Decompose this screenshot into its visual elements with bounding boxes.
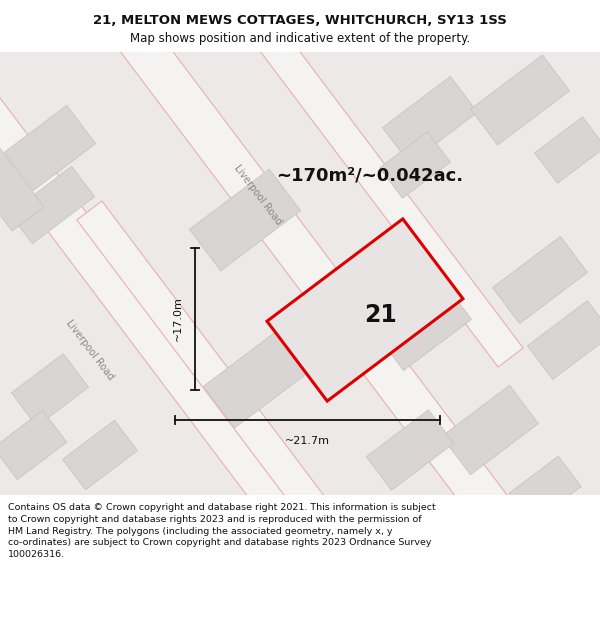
Polygon shape	[383, 76, 478, 164]
Polygon shape	[203, 332, 307, 428]
Polygon shape	[358, 259, 472, 371]
Polygon shape	[43, 0, 600, 625]
Polygon shape	[0, 119, 44, 231]
Polygon shape	[509, 456, 581, 524]
Text: Liverpool Road: Liverpool Road	[232, 163, 284, 227]
Text: ~21.7m: ~21.7m	[285, 436, 330, 446]
Text: ~170m²/~0.042ac.: ~170m²/~0.042ac.	[277, 166, 464, 184]
Polygon shape	[62, 420, 137, 490]
Polygon shape	[10, 166, 95, 244]
Polygon shape	[0, 0, 422, 625]
Polygon shape	[267, 219, 463, 401]
Polygon shape	[77, 0, 523, 367]
Text: Map shows position and indicative extent of the property.: Map shows position and indicative extent…	[130, 32, 470, 45]
Polygon shape	[442, 385, 538, 475]
Polygon shape	[535, 117, 600, 183]
Polygon shape	[190, 169, 301, 271]
Text: 21: 21	[364, 303, 397, 327]
Polygon shape	[470, 55, 569, 145]
Polygon shape	[11, 354, 89, 426]
Text: 21, MELTON MEWS COTTAGES, WHITCHURCH, SY13 1SS: 21, MELTON MEWS COTTAGES, WHITCHURCH, SY…	[93, 14, 507, 27]
Bar	[0, 495, 600, 625]
Text: ~17.0m: ~17.0m	[173, 296, 183, 341]
Polygon shape	[493, 236, 587, 324]
Polygon shape	[366, 410, 454, 490]
Polygon shape	[527, 301, 600, 379]
Polygon shape	[77, 201, 523, 625]
Bar	[0, 0, 600, 52]
Polygon shape	[4, 106, 95, 191]
Polygon shape	[380, 132, 451, 198]
Text: Contains OS data © Crown copyright and database right 2021. This information is : Contains OS data © Crown copyright and d…	[8, 503, 436, 559]
Text: Liverpool Road: Liverpool Road	[64, 318, 116, 382]
Polygon shape	[0, 411, 67, 479]
